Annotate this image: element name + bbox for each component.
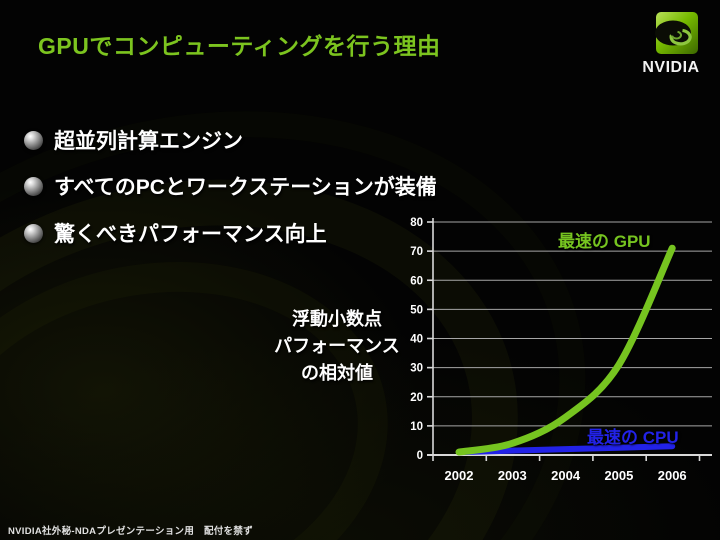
chart-y-axis-label-line: の相対値 <box>301 363 373 383</box>
chart-y-axis-label-line: パフォーマンス <box>274 336 400 356</box>
nvidia-logo: NVIDIA <box>630 10 712 77</box>
svg-text:10: 10 <box>410 421 423 433</box>
svg-text:2003: 2003 <box>498 468 527 483</box>
svg-text:70: 70 <box>410 246 423 258</box>
bullet-item: 超並列計算エンジン <box>24 125 243 155</box>
chart-y-axis-label: 浮動小数点 パフォーマンス の相対値 <box>262 306 412 387</box>
bullet-label: すべてのPCとワークステーションが装備 <box>54 176 437 199</box>
svg-text:50: 50 <box>410 304 423 316</box>
page-title: GPUでコンピューティングを行う理由 <box>38 33 441 59</box>
bullet-label: 驚くべきパフォーマンス向上 <box>54 223 327 246</box>
svg-text:40: 40 <box>410 334 423 346</box>
sphere-bullet-icon <box>24 176 43 196</box>
chart-y-axis-label-line: 浮動小数点 <box>292 309 382 329</box>
bullet-item: すべてのPCとワークステーションが装備 <box>24 171 437 201</box>
gpu-legend-label: 最速の GPU <box>558 232 651 251</box>
svg-text:2006: 2006 <box>658 468 687 483</box>
bullet-item: 驚くべきパフォーマンス向上 <box>24 218 327 248</box>
cpu-legend-label: 最速の CPU <box>587 428 679 447</box>
sphere-bullet-icon <box>24 130 43 150</box>
svg-text:2002: 2002 <box>445 468 474 483</box>
nvidia-wordmark: NVIDIA <box>642 59 700 76</box>
nvidia-eye-icon <box>641 12 701 60</box>
svg-text:30: 30 <box>410 363 423 375</box>
footer-confidential-note: NVIDIA社外秘-NDAプレゼンテーション用 配付を禁ず <box>8 526 253 537</box>
sphere-bullet-icon <box>24 223 43 243</box>
svg-text:80: 80 <box>410 217 423 229</box>
bullet-label: 超並列計算エンジン <box>54 130 243 153</box>
svg-text:2004: 2004 <box>551 468 581 483</box>
svg-text:60: 60 <box>410 275 423 287</box>
svg-text:2005: 2005 <box>604 468 633 483</box>
svg-text:20: 20 <box>410 392 423 404</box>
performance-chart-svg: 0 10 20 30 40 50 60 70 80 2002 2003 2004 2005 2006 <box>410 217 712 483</box>
svg-text:0: 0 <box>417 450 423 462</box>
